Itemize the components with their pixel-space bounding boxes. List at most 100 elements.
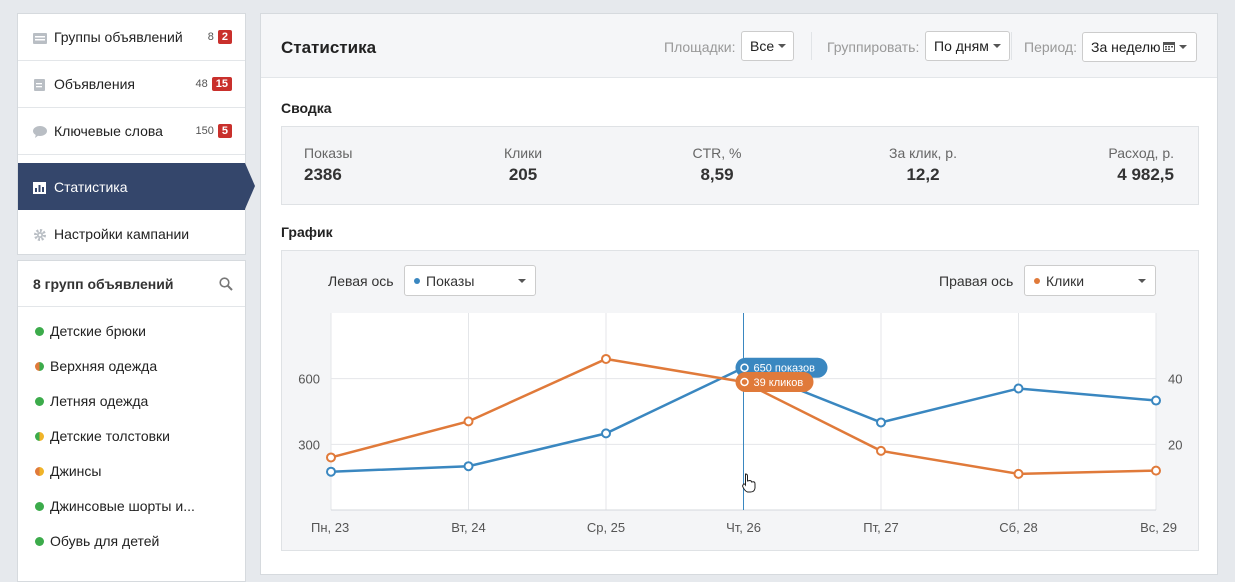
hand-cursor-icon bbox=[741, 473, 756, 493]
group-list-item[interactable]: Джинсовые шорты и... bbox=[35, 498, 195, 514]
group-list-item[interactable]: Верхняя одежда bbox=[35, 358, 157, 374]
data-point bbox=[463, 416, 474, 427]
summary-cell-cost-per-click: За клик, р. 12,2 bbox=[878, 145, 968, 185]
summary-label: CTR, % bbox=[692, 145, 742, 161]
data-point bbox=[876, 445, 886, 456]
badge: 15 bbox=[211, 77, 232, 91]
sidebar-item-campaign-settings[interactable]: Настройки кампании bbox=[18, 210, 245, 257]
summary-cell-impressions: Показы 2386 bbox=[304, 145, 352, 185]
right-axis-label: Правая ось bbox=[939, 273, 1014, 289]
summary-label: За клик, р. bbox=[889, 145, 957, 161]
group-list-item[interactable]: Джинсы bbox=[35, 463, 101, 479]
gear-icon bbox=[33, 228, 47, 241]
tooltip-label: 650 показов bbox=[754, 363, 816, 375]
data-point bbox=[601, 353, 611, 364]
chart-title: График bbox=[281, 224, 333, 240]
data-point bbox=[1151, 465, 1161, 476]
data-point bbox=[326, 452, 336, 463]
data-point bbox=[463, 461, 474, 472]
x-tick-label: Вс, 29 bbox=[1140, 520, 1177, 535]
summary-cell-clicks: Клики 205 bbox=[493, 145, 553, 185]
group-by-value: По дням bbox=[934, 38, 989, 54]
count: 8 bbox=[207, 31, 214, 43]
status-dot bbox=[35, 536, 44, 546]
status-dot bbox=[35, 361, 44, 371]
group-label: Летняя одежда bbox=[50, 393, 149, 409]
sidebar-item-label: Ключевые слова bbox=[54, 123, 163, 139]
summary-value: 12,2 bbox=[906, 165, 940, 184]
status-dot bbox=[35, 431, 44, 441]
hand-cursor-shape bbox=[741, 473, 756, 493]
sidebar-menu: Группы объявлений 8 2 Объявления 48 15 К… bbox=[17, 13, 255, 257]
sidebar-item-label: Настройки кампании bbox=[54, 225, 190, 242]
right-axis-value: Клики bbox=[1046, 272, 1085, 289]
badge: 2 bbox=[217, 30, 232, 44]
badge: 5 bbox=[217, 124, 232, 138]
x-tick-label: Ср, 25 bbox=[587, 520, 625, 535]
line-chart[interactable]: 300 600 20 40 Пн, 23 Вт, 24 Ср, 25 Чт, 26 Пт, 27… bbox=[282, 251, 1198, 550]
data-point bbox=[1013, 468, 1024, 479]
status-dot bbox=[35, 326, 44, 336]
summary-value: 205 bbox=[508, 165, 538, 184]
group-by-select[interactable]: По дням bbox=[925, 31, 1010, 61]
summary-box: Показы 2386 Клики 205 CTR, % 8,59 За кли… bbox=[281, 126, 1199, 205]
x-tick-label: Чт, 26 bbox=[726, 520, 761, 535]
summary-value: 4 982,5 bbox=[1117, 165, 1174, 184]
tooltip-dot bbox=[740, 363, 749, 372]
page-title: Статистика bbox=[281, 38, 377, 57]
x-tick-label: Пн, 23 bbox=[311, 520, 349, 535]
period-select[interactable]: За неделю bbox=[1082, 32, 1197, 62]
sidebar-item-keywords[interactable]: Ключевые слова 150 5 bbox=[18, 108, 245, 155]
platforms-select[interactable]: Все bbox=[741, 31, 794, 61]
data-point bbox=[1151, 395, 1161, 406]
period-label: Период: bbox=[1024, 39, 1077, 55]
period-value: За неделю bbox=[1091, 39, 1161, 55]
chevron-down-icon bbox=[518, 279, 526, 283]
chart-box: Левая ось Показы Правая ось Клики 300 600… bbox=[281, 250, 1199, 551]
tooltip-dot bbox=[740, 377, 749, 387]
group-label: Детские брюки bbox=[50, 323, 146, 339]
sidebar-item-ad-groups[interactable]: Группы объявлений 8 2 bbox=[18, 14, 245, 61]
status-dot bbox=[35, 466, 44, 476]
group-list-item[interactable]: Детские толстовки bbox=[35, 428, 170, 444]
group-list-item[interactable]: Детские брюки bbox=[35, 323, 146, 339]
tooltip-label: 39 кликов bbox=[754, 377, 804, 389]
group-list-item[interactable]: Обувь для детей bbox=[35, 533, 159, 549]
chevron-down-icon bbox=[778, 44, 787, 48]
count: 150 bbox=[195, 125, 214, 137]
data-point bbox=[876, 417, 886, 428]
summary-value: 8,59 bbox=[700, 165, 734, 184]
ad-groups-header: 8 групп объявлений bbox=[18, 261, 245, 307]
ad-groups-title: 8 групп объявлений bbox=[33, 275, 174, 292]
sidebar-item-label: Группы объявлений bbox=[54, 29, 183, 45]
series-dot bbox=[1034, 277, 1040, 284]
count: 48 bbox=[195, 78, 208, 90]
divider bbox=[811, 32, 812, 60]
group-by-label: Группировать: bbox=[827, 39, 920, 55]
group-label: Джинсовые шорты и... bbox=[50, 498, 195, 514]
sidebar-item-ads[interactable]: Объявления 48 15 bbox=[18, 61, 245, 108]
speech-bubble-icon bbox=[33, 125, 47, 138]
sidebar-item-statistics[interactable]: Статистика bbox=[18, 163, 255, 210]
divider bbox=[1011, 32, 1012, 60]
status-dot bbox=[35, 501, 44, 511]
left-axis-select[interactable]: Показы bbox=[404, 265, 536, 296]
chevron-down-icon bbox=[1138, 279, 1146, 283]
group-label: Обувь для детей bbox=[50, 533, 160, 549]
x-tick-label: Сб, 28 bbox=[999, 520, 1038, 535]
ad-groups-panel: 8 групп объявлений Детские брюки Верхняя … bbox=[17, 260, 246, 582]
document-icon bbox=[33, 78, 47, 91]
group-label: Верхняя одежда bbox=[50, 358, 158, 374]
calendar-icon bbox=[1162, 39, 1175, 55]
sidebar-item-label: Объявления bbox=[54, 76, 135, 92]
summary-label: Расход, р. bbox=[1108, 145, 1174, 161]
search-icon[interactable] bbox=[219, 277, 233, 294]
group-list-item[interactable]: Летняя одежда bbox=[35, 393, 148, 409]
sidebar-item-label: Статистика bbox=[54, 178, 128, 195]
page-header: Статистика Площадки: Все Группировать: П… bbox=[261, 14, 1217, 78]
series-dot bbox=[414, 277, 420, 284]
summary-value: 2386 bbox=[304, 165, 342, 184]
right-axis-select[interactable]: Клики bbox=[1024, 265, 1156, 296]
summary-cell-spend: Расход, р. 4 982,5 bbox=[1108, 145, 1174, 185]
x-tick-label: Вт, 24 bbox=[451, 520, 485, 535]
